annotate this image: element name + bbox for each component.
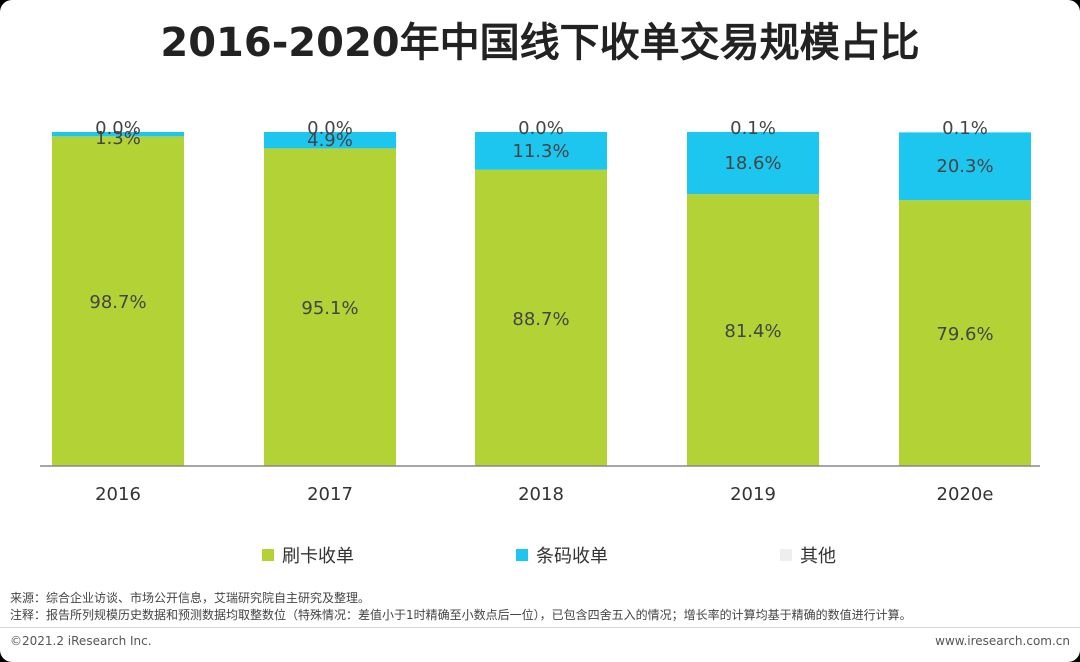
x-tick-label-2017: 2017 bbox=[307, 484, 353, 505]
remark-note: 注释：报告所列规模历史数据和预测数据均取整数位（特殊情况：差值小于1时精确至小数… bbox=[10, 608, 912, 622]
x-tick-label-2019: 2019 bbox=[730, 484, 776, 505]
bar-barcode-2019 bbox=[687, 132, 819, 195]
bar-card-2020e bbox=[899, 200, 1031, 467]
x-tick-label-2020e: 2020e bbox=[937, 484, 994, 505]
source-note: 来源：综合企业访谈、市场公开信息，艾瑞研究院自主研究及整理。 bbox=[10, 591, 371, 605]
data-label-2-2018: 0.0% bbox=[518, 118, 564, 139]
data-label-0-2020e: 79.6% bbox=[936, 324, 993, 345]
legend-swatch-1 bbox=[516, 549, 528, 561]
bar-card-2016 bbox=[52, 136, 184, 467]
x-tick-label-2018: 2018 bbox=[518, 484, 564, 505]
footer-divider bbox=[0, 627, 1080, 628]
legend-label-2: 其他 bbox=[800, 546, 836, 567]
data-label-1-2020e: 20.3% bbox=[936, 156, 993, 177]
copyright-text: ©2021.2 iResearch Inc. bbox=[10, 634, 152, 648]
data-label-0-2016: 98.7% bbox=[89, 292, 146, 313]
bar-card-2018 bbox=[475, 169, 607, 466]
legend-item-2: 其他 bbox=[780, 542, 836, 568]
legend-item-1: 条码收单 bbox=[516, 542, 608, 568]
data-label-1-2016: 1.3% bbox=[95, 128, 141, 149]
legend-label-1: 条码收单 bbox=[536, 546, 608, 567]
bar-barcode-2016 bbox=[52, 132, 184, 137]
chart-title: 2016-2020年中国线下收单交易规模占比 bbox=[160, 20, 920, 66]
bar-barcode-2018 bbox=[475, 132, 607, 170]
website-link[interactable]: www.iresearch.com.cn bbox=[935, 634, 1070, 648]
data-label-0-2019: 81.4% bbox=[724, 321, 781, 342]
data-label-1-2019: 18.6% bbox=[724, 153, 781, 174]
bar-barcode-2017 bbox=[264, 132, 396, 149]
legend-label-0: 刷卡收单 bbox=[282, 546, 354, 567]
chart-notes: 来源：综合企业访谈、市场公开信息，艾瑞研究院自主研究及整理。 注释：报告所列规模… bbox=[10, 590, 912, 624]
legend-item-0: 刷卡收单 bbox=[262, 542, 354, 568]
bar-card-2017 bbox=[264, 148, 396, 466]
data-label-0-2017: 95.1% bbox=[301, 298, 358, 319]
legend-swatch-2 bbox=[780, 549, 792, 561]
data-label-0-2018: 88.7% bbox=[512, 309, 569, 330]
data-label-2-2016: 0.0% bbox=[95, 118, 141, 139]
data-label-1-2018: 11.3% bbox=[512, 141, 569, 162]
data-label-2-2019: 0.1% bbox=[730, 118, 776, 139]
data-label-2-2017: 0.0% bbox=[307, 118, 353, 139]
bar-card-2019 bbox=[687, 194, 819, 466]
legend-swatch-0 bbox=[262, 549, 274, 561]
chart-legend: 刷卡收单 条码收单 其他 bbox=[0, 542, 1080, 568]
data-label-1-2017: 4.9% bbox=[307, 130, 353, 151]
bar-barcode-2020e bbox=[899, 132, 1031, 201]
x-tick-label-2016: 2016 bbox=[95, 484, 141, 505]
data-label-2-2020e: 0.1% bbox=[942, 118, 988, 139]
